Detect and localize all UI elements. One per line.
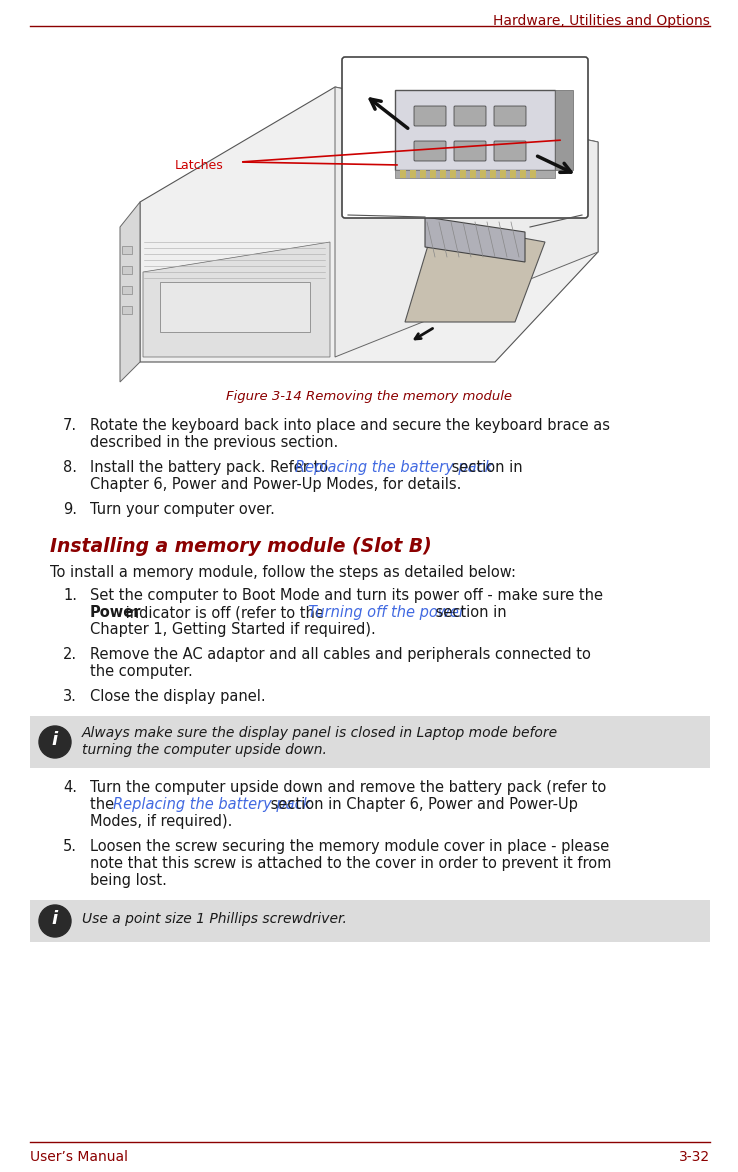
Text: i: i [52, 731, 58, 749]
Text: indicator is off (refer to the: indicator is off (refer to the [121, 605, 328, 620]
Bar [395, 170, 555, 178]
FancyBboxPatch shape [454, 105, 486, 127]
Text: note that this screw is attached to the cover in order to prevent it from: note that this screw is attached to the … [90, 856, 611, 871]
Circle shape [39, 725, 71, 758]
Text: Rotate the keyboard back into place and secure the keyboard brace as: Rotate the keyboard back into place and … [90, 418, 610, 432]
Text: Turning off the power: Turning off the power [308, 605, 465, 620]
Text: turning the computer upside down.: turning the computer upside down. [82, 743, 327, 757]
Bar [490, 170, 496, 178]
Text: the computer.: the computer. [90, 665, 193, 679]
Text: Set the computer to Boot Mode and turn its power off - make sure the: Set the computer to Boot Mode and turn i… [90, 588, 603, 604]
Text: Close the display panel.: Close the display panel. [90, 689, 266, 704]
Polygon shape [140, 87, 598, 362]
Text: Modes, if required).: Modes, if required). [90, 815, 232, 829]
Text: User’s Manual: User’s Manual [30, 1150, 128, 1164]
Polygon shape [160, 282, 310, 332]
Bar [400, 170, 406, 178]
FancyBboxPatch shape [454, 141, 486, 161]
Text: 1.: 1. [63, 588, 77, 604]
Text: Installing a memory module (Slot B): Installing a memory module (Slot B) [50, 537, 432, 556]
Bar [530, 170, 536, 178]
Bar [440, 170, 446, 178]
Text: i: i [52, 909, 58, 928]
Text: 5.: 5. [63, 839, 77, 854]
FancyBboxPatch shape [494, 105, 526, 127]
FancyBboxPatch shape [414, 105, 446, 127]
Text: 8.: 8. [63, 459, 77, 475]
Bar [135, 42, 603, 372]
Bar [510, 170, 516, 178]
Polygon shape [143, 241, 330, 357]
Text: section in: section in [446, 459, 523, 475]
Text: To install a memory module, follow the steps as detailed below:: To install a memory module, follow the s… [50, 565, 516, 580]
Text: 3.: 3. [63, 689, 77, 704]
FancyBboxPatch shape [342, 57, 588, 218]
Polygon shape [405, 222, 545, 322]
Text: Replacing the battery pack: Replacing the battery pack [114, 797, 311, 812]
Bar [430, 170, 436, 178]
Circle shape [39, 905, 71, 936]
Text: 9.: 9. [63, 502, 77, 517]
Text: 3-32: 3-32 [679, 1150, 710, 1164]
Text: Turn your computer over.: Turn your computer over. [90, 502, 275, 517]
Text: Chapter 1, Getting Started if required).: Chapter 1, Getting Started if required). [90, 622, 376, 638]
Text: Turn the computer upside down and remove the battery pack (refer to: Turn the computer upside down and remove… [90, 781, 606, 795]
FancyBboxPatch shape [414, 141, 446, 161]
Text: described in the previous section.: described in the previous section. [90, 435, 338, 450]
Bar [30, 716, 710, 768]
Text: being lost.: being lost. [90, 873, 167, 888]
Text: Hardware, Utilities and Options: Hardware, Utilities and Options [493, 14, 710, 28]
Bar [500, 170, 506, 178]
Text: Power: Power [90, 605, 142, 620]
Polygon shape [120, 202, 140, 382]
Text: Latches: Latches [175, 159, 224, 172]
Bar [520, 170, 526, 178]
Bar [122, 286, 132, 294]
FancyBboxPatch shape [494, 141, 526, 161]
Text: Always make sure the display panel is closed in Laptop mode before: Always make sure the display panel is cl… [82, 725, 558, 740]
Bar [460, 170, 466, 178]
Text: 7.: 7. [63, 418, 77, 432]
Bar [480, 170, 486, 178]
Polygon shape [425, 217, 525, 263]
Bar [555, 90, 573, 170]
Bar [30, 900, 710, 942]
Bar [420, 170, 426, 178]
Text: 4.: 4. [63, 781, 77, 795]
Text: Figure 3-14 Removing the memory module: Figure 3-14 Removing the memory module [226, 390, 512, 403]
Text: Use a point size 1 Phillips screwdriver.: Use a point size 1 Phillips screwdriver. [82, 912, 347, 926]
Text: section in Chapter 6, Power and Power-Up: section in Chapter 6, Power and Power-Up [266, 797, 577, 812]
Bar [395, 90, 555, 170]
Text: Replacing the battery pack: Replacing the battery pack [294, 459, 493, 475]
Text: the: the [90, 797, 119, 812]
Bar [122, 266, 132, 274]
Text: Chapter 6, Power and Power-Up Modes, for details.: Chapter 6, Power and Power-Up Modes, for… [90, 477, 461, 492]
Text: Install the battery pack. Refer to: Install the battery pack. Refer to [90, 459, 333, 475]
Text: 2.: 2. [63, 647, 77, 662]
Bar [410, 170, 416, 178]
Bar [470, 170, 476, 178]
Polygon shape [335, 87, 598, 357]
Bar [122, 306, 132, 314]
Text: Loosen the screw securing the memory module cover in place - please: Loosen the screw securing the memory mod… [90, 839, 610, 854]
Bar [122, 246, 132, 254]
Bar [450, 170, 456, 178]
Text: section in: section in [431, 605, 506, 620]
Text: Remove the AC adaptor and all cables and peripherals connected to: Remove the AC adaptor and all cables and… [90, 647, 591, 662]
